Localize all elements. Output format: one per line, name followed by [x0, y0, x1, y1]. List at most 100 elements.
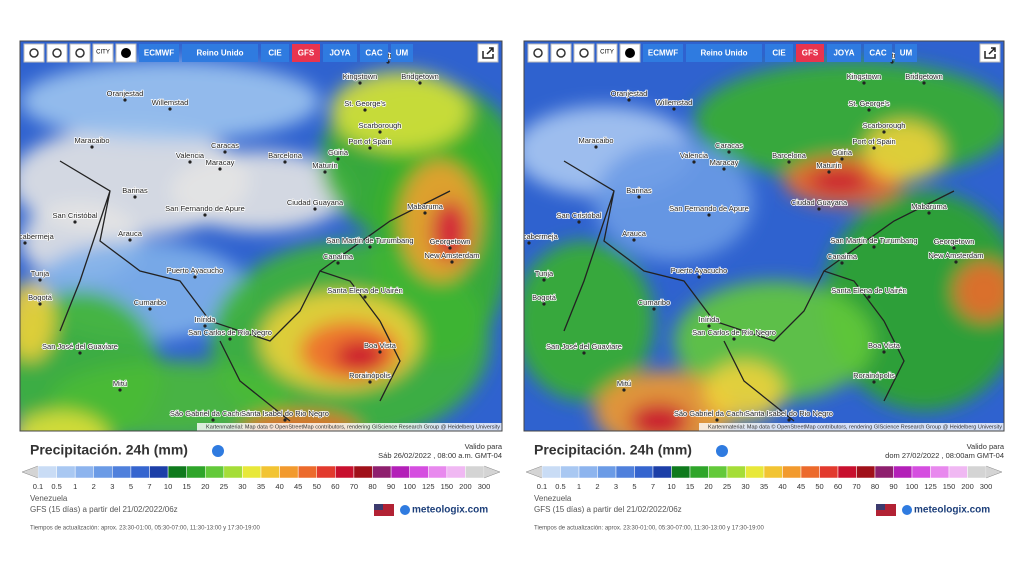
precip-area: [20, 61, 320, 141]
scale-cell: [149, 465, 169, 479]
precip-area: [335, 341, 385, 371]
model-button-label: GFS: [802, 49, 819, 58]
city-label: Santa Isabel do Rio Negro: [745, 409, 833, 418]
legend-title: Precipitación. 24h (mm): [30, 442, 188, 458]
model-button[interactable]: [391, 44, 413, 62]
tool-button[interactable]: [92, 43, 114, 63]
city-dot: [707, 324, 711, 328]
scale-label: 30: [741, 482, 749, 491]
city-label: New Amsterdam: [424, 251, 479, 260]
scale-label: 45: [294, 482, 302, 491]
city-label: Mitú: [113, 379, 127, 388]
scale-label: 60: [331, 482, 339, 491]
update-times: Tiempos de actualización: aprox. 23:30-0…: [30, 526, 260, 532]
model-button[interactable]: [765, 44, 793, 62]
city-dot: [827, 170, 831, 174]
scale-cell: [372, 465, 392, 479]
attribution: Kartenmaterial: Map data © OpenStreetMap…: [708, 423, 1002, 430]
precip-area: [594, 141, 754, 261]
city-dot: [652, 307, 656, 311]
scale-label: 200: [459, 482, 472, 491]
model-button[interactable]: [261, 44, 289, 62]
city-dot: [193, 275, 197, 279]
update-times: Tiempos de actualización: aprox. 23:30-0…: [534, 526, 764, 532]
city-dot: [594, 145, 598, 149]
city-dot: [368, 380, 372, 384]
model-button[interactable]: [323, 44, 357, 62]
scale-label: 125: [924, 482, 937, 491]
model-button[interactable]: [796, 44, 824, 62]
city-label: Cumaribo: [638, 298, 671, 307]
tool-button[interactable]: [527, 43, 549, 63]
city-dot: [862, 81, 866, 85]
scale-cell: [465, 465, 485, 479]
city-dot: [727, 150, 731, 154]
scale-arrow-left: [21, 465, 39, 479]
city-label: São Gabriel da Cachoeira: [674, 409, 761, 418]
city-dot: [38, 278, 42, 282]
scale-cell: [893, 465, 913, 479]
model-button-label: ECMWF: [144, 49, 174, 58]
city-dot: [817, 207, 821, 211]
info-icon[interactable]: [212, 445, 224, 457]
valid-date: Sáb 26/02/2022 , 08:00 a.m. GMT-04: [378, 451, 502, 460]
scale-cell: [541, 465, 561, 479]
valid-label: Valido para: [465, 442, 503, 451]
logo-icon: [902, 505, 912, 515]
model-button[interactable]: [895, 44, 917, 62]
city-label: Bridgetown: [401, 72, 439, 81]
tool-button[interactable]: [69, 43, 91, 63]
city-dot: [672, 107, 676, 111]
scale-label: 15: [182, 482, 190, 491]
city-label: Santa Isabel do Rio Negro: [241, 409, 329, 418]
scale-label: 1: [73, 482, 77, 491]
tool-button[interactable]: [550, 43, 572, 63]
city-label: Inírida: [699, 315, 721, 324]
city-dot: [872, 380, 876, 384]
model-button[interactable]: [139, 44, 179, 62]
tool-button[interactable]: [46, 43, 68, 63]
tool-icon: [29, 48, 39, 58]
city-label: Santa Elena de Uairén: [327, 286, 402, 295]
valid-label: Valido para: [967, 442, 1005, 451]
scale-arrow-left: [525, 465, 543, 479]
city-dot: [954, 260, 958, 264]
scale-label: 90: [387, 482, 395, 491]
city-dot: [840, 157, 844, 161]
logo: meteologix.com: [412, 505, 488, 516]
model-button[interactable]: [686, 44, 762, 62]
city-label: Caracas: [715, 141, 743, 150]
model-button[interactable]: [864, 44, 892, 62]
model-button[interactable]: [292, 44, 320, 62]
scale-cell: [745, 465, 765, 479]
scale-label: 0.5: [51, 482, 61, 491]
model-button[interactable]: [182, 44, 258, 62]
city-dot: [168, 107, 172, 111]
tool-button[interactable]: [596, 43, 618, 63]
model-button-label: CIE: [268, 49, 282, 58]
model-button-label: GFS: [298, 49, 315, 58]
tool-button[interactable]: [573, 43, 595, 63]
scale-cell: [652, 465, 672, 479]
city-label: Tunja: [31, 269, 50, 278]
scale-label: 50: [815, 482, 823, 491]
model-button[interactable]: [827, 44, 861, 62]
attribution: Kartenmaterial: Map data © OpenStreetMap…: [206, 423, 500, 430]
city-label: Maturín: [312, 161, 337, 170]
model-button[interactable]: [643, 44, 683, 62]
city-dot: [148, 307, 152, 311]
city-dot: [188, 160, 192, 164]
scale-label: 3: [110, 482, 114, 491]
city-dot: [927, 211, 931, 215]
map: Castries Kingstown Bridgetown Oranjestad Wil…: [20, 41, 502, 431]
city-label: Puerto Ayacucho: [167, 266, 224, 275]
model-button[interactable]: [360, 44, 388, 62]
city-label: Rorainópolis: [853, 371, 895, 380]
info-icon[interactable]: [716, 445, 728, 457]
scale-label: 60: [834, 482, 842, 491]
city-label: Maracay: [710, 158, 739, 167]
city-label: Santa Elena de Uairén: [831, 286, 906, 295]
city-label: Mabaruma: [911, 202, 948, 211]
city-dot: [90, 145, 94, 149]
tool-button[interactable]: [23, 43, 45, 63]
